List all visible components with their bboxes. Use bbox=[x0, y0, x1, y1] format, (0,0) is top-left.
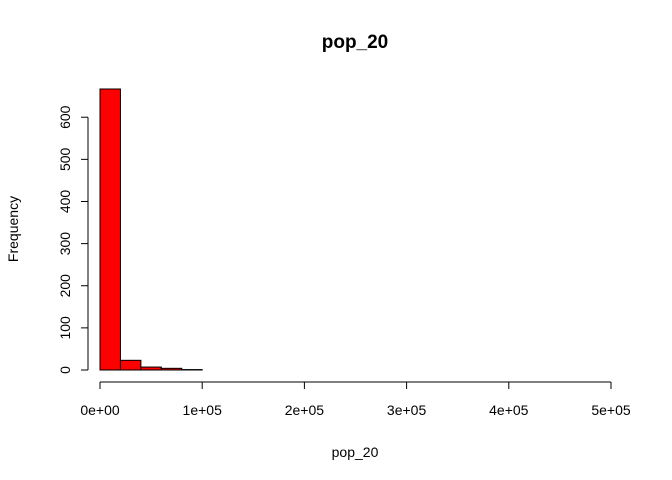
x-tick-label-0: 0e+00 bbox=[80, 402, 120, 418]
histogram-bar-3 bbox=[160, 367, 183, 371]
y-tick-label-1: 100 bbox=[57, 316, 73, 340]
x-tick-label-2: 2e+05 bbox=[285, 402, 325, 418]
histogram-bar-0 bbox=[99, 88, 121, 371]
x-tick-label-5: 5e+05 bbox=[591, 402, 631, 418]
x-tick-label-3: 3e+05 bbox=[387, 402, 427, 418]
y-axis-label: Frequency bbox=[5, 196, 21, 262]
histogram-bar-2 bbox=[140, 366, 162, 371]
chart-title: pop_20 bbox=[322, 32, 389, 53]
x-axis: 0e+00 1e+05 2e+05 3e+05 4e+05 5e+05 bbox=[80, 381, 631, 418]
y-axis: 0 100 200 300 400 500 600 bbox=[57, 105, 89, 374]
x-tick-label-4: 4e+05 bbox=[489, 402, 529, 418]
y-tick-label-2: 200 bbox=[57, 274, 73, 298]
histogram-bars bbox=[99, 88, 203, 371]
y-tick-label-5: 500 bbox=[57, 147, 73, 171]
x-tick-label-1: 1e+05 bbox=[183, 402, 223, 418]
y-tick-label-4: 400 bbox=[57, 190, 73, 214]
y-tick-label-0: 0 bbox=[57, 366, 73, 374]
y-tick-label-6: 600 bbox=[57, 105, 73, 129]
histogram-bar-1 bbox=[119, 359, 142, 371]
y-tick-label-3: 300 bbox=[57, 232, 73, 256]
x-axis-label: pop_20 bbox=[332, 444, 379, 460]
